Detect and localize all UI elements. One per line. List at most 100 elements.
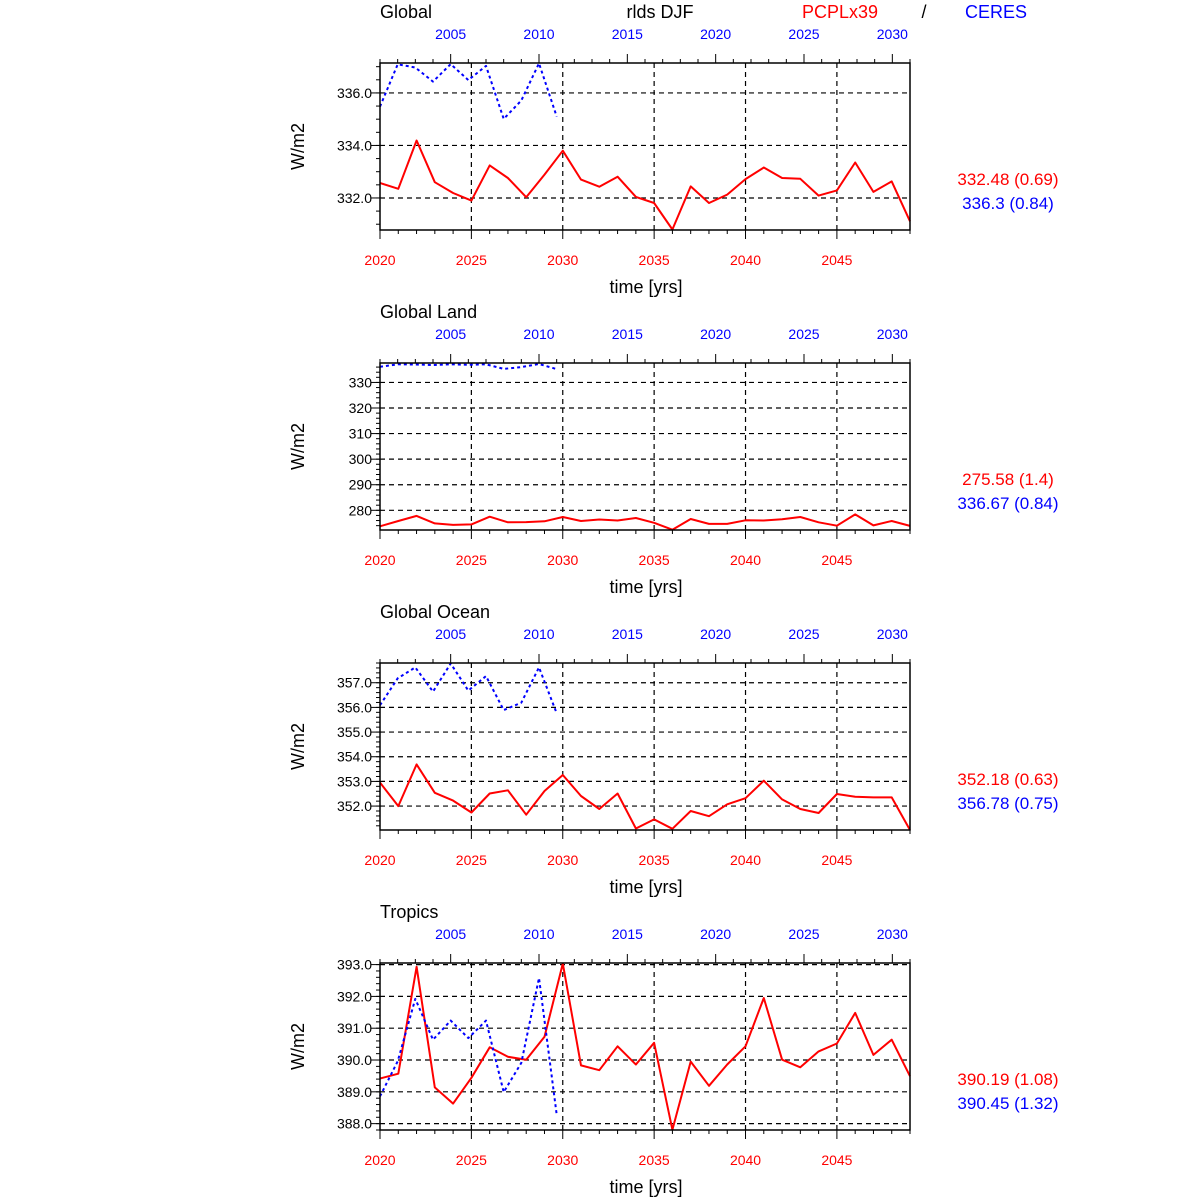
- x-axis-label: time [yrs]: [609, 877, 682, 897]
- y-tick-label: 280: [349, 502, 373, 518]
- x-tick-label-bottom: 2040: [730, 1152, 761, 1168]
- x-tick-label-top: 2030: [877, 626, 908, 642]
- x-tick-label-bottom: 2040: [730, 852, 761, 868]
- model-mean-stat: 332.48 (0.69): [957, 170, 1058, 189]
- y-tick-label: 336.0: [337, 85, 372, 101]
- x-tick-label-top: 2030: [877, 26, 908, 42]
- y-tick-label: 334.0: [337, 137, 372, 153]
- y-axis-label: W/m2: [288, 1023, 308, 1070]
- x-tick-label-top: 2010: [523, 326, 554, 342]
- y-tick-label: 320: [349, 400, 373, 416]
- y-tick-label: 332.0: [337, 190, 372, 206]
- plot-frame: [379, 62, 911, 231]
- x-axis-label: time [yrs]: [609, 577, 682, 597]
- y-tick-label: 392.0: [337, 988, 372, 1004]
- obs-mean-stat: 336.3 (0.84): [962, 194, 1054, 213]
- obs-mean-stat: 390.45 (1.32): [957, 1094, 1058, 1113]
- series-line-ceres: [379, 62, 558, 120]
- series-line-ceres: [379, 977, 558, 1115]
- x-tick-label-top: 2005: [435, 326, 466, 342]
- y-tick-label: 389.0: [337, 1084, 372, 1100]
- series-line-ceres: [379, 662, 558, 714]
- x-tick-label-top: 2030: [877, 326, 908, 342]
- x-tick-label-bottom: 2030: [547, 1152, 578, 1168]
- series-line-pcplx39: [379, 513, 911, 531]
- x-tick-label-bottom: 2020: [364, 252, 395, 268]
- variable-title: rlds DJF: [627, 2, 694, 22]
- x-tick-label-bottom: 2025: [456, 252, 487, 268]
- y-tick-label: 356.0: [337, 699, 372, 715]
- x-axis-label: time [yrs]: [609, 277, 682, 297]
- series-line-pcplx39: [379, 962, 911, 1131]
- x-tick-label-bottom: 2020: [364, 1152, 395, 1168]
- x-tick-label-top: 2025: [788, 326, 819, 342]
- x-tick-label-top: 2020: [700, 926, 731, 942]
- y-tick-label: 352.0: [337, 798, 372, 814]
- obs-mean-stat: 356.78 (0.75): [957, 794, 1058, 813]
- x-tick-label-top: 2010: [523, 26, 554, 42]
- plot-frame: [379, 362, 911, 531]
- x-tick-label-bottom: 2025: [456, 552, 487, 568]
- y-tick-label: 353.0: [337, 773, 372, 789]
- panel-title: Global: [380, 2, 432, 22]
- series-line-pcplx39: [379, 139, 911, 231]
- legend-obs-label: CERES: [965, 2, 1027, 22]
- x-tick-label-bottom: 2020: [364, 552, 395, 568]
- y-tick-label: 330: [349, 374, 373, 390]
- x-tick-label-top: 2025: [788, 26, 819, 42]
- x-tick-label-bottom: 2025: [456, 1152, 487, 1168]
- x-tick-label-bottom: 2030: [547, 552, 578, 568]
- x-tick-label-bottom: 2045: [821, 1152, 852, 1168]
- x-tick-label-top: 2005: [435, 26, 466, 42]
- y-axis-label: W/m2: [288, 423, 308, 470]
- panel-global-ocean: 2020 2025 2030 2035 2040 2045 2005 2010 2015 2020…: [288, 602, 1059, 897]
- y-tick-label: 355.0: [337, 724, 372, 740]
- x-tick-label-bottom: 2035: [639, 852, 670, 868]
- x-tick-label-top: 2015: [612, 926, 643, 942]
- panel-title: Global Ocean: [380, 602, 490, 622]
- y-tick-label: 357.0: [337, 675, 372, 691]
- legend-separator: /: [921, 2, 926, 22]
- y-axis-label: W/m2: [288, 123, 308, 170]
- x-tick-label-top: 2025: [788, 626, 819, 642]
- series-line-pcplx39: [379, 763, 911, 831]
- x-tick-label-bottom: 2035: [639, 1152, 670, 1168]
- x-tick-label-top: 2020: [700, 626, 731, 642]
- x-tick-label-bottom: 2020: [364, 852, 395, 868]
- model-mean-stat: 352.18 (0.63): [957, 770, 1058, 789]
- x-tick-label-top: 2015: [612, 26, 643, 42]
- x-tick-label-top: 2010: [523, 926, 554, 942]
- x-tick-label-top: 2010: [523, 626, 554, 642]
- x-tick-label-bottom: 2035: [639, 552, 670, 568]
- model-mean-stat: 275.58 (1.4): [962, 470, 1054, 489]
- x-tick-label-bottom: 2040: [730, 252, 761, 268]
- y-tick-label: 393.0: [337, 957, 372, 973]
- series-line-ceres: [379, 363, 557, 371]
- x-tick-label-top: 2005: [435, 926, 466, 942]
- panel-title: Tropics: [380, 902, 438, 922]
- x-tick-label-top: 2030: [877, 926, 908, 942]
- x-tick-label-bottom: 2045: [821, 852, 852, 868]
- x-tick-label-bottom: 2030: [547, 852, 578, 868]
- y-tick-label: 391.0: [337, 1020, 372, 1036]
- x-tick-label-bottom: 2045: [821, 252, 852, 268]
- y-tick-label: 300: [349, 451, 373, 467]
- model-mean-stat: 390.19 (1.08): [957, 1070, 1058, 1089]
- panel-title: Global Land: [380, 302, 477, 322]
- x-tick-label-top: 2015: [612, 326, 643, 342]
- y-tick-label: 388.0: [337, 1116, 372, 1132]
- x-tick-label-top: 2020: [700, 26, 731, 42]
- x-tick-label-bottom: 2025: [456, 852, 487, 868]
- legend-model-label: PCPLx39: [802, 2, 878, 22]
- y-tick-label: 290: [349, 477, 373, 493]
- panel-tropics: 2020 2025 2030 2035 2040 2045 2005 2010 2015 2020…: [288, 902, 1059, 1197]
- panel-global-land: 2020 2025 2030 2035 2040 2045 2005 2010 2015 2020…: [288, 302, 1059, 597]
- x-tick-label-top: 2025: [788, 926, 819, 942]
- y-axis-label: W/m2: [288, 723, 308, 770]
- x-tick-label-top: 2020: [700, 326, 731, 342]
- x-tick-label-top: 2005: [435, 626, 466, 642]
- y-tick-label: 310: [349, 426, 373, 442]
- y-tick-label: 354.0: [337, 749, 372, 765]
- y-tick-label: 390.0: [337, 1052, 372, 1068]
